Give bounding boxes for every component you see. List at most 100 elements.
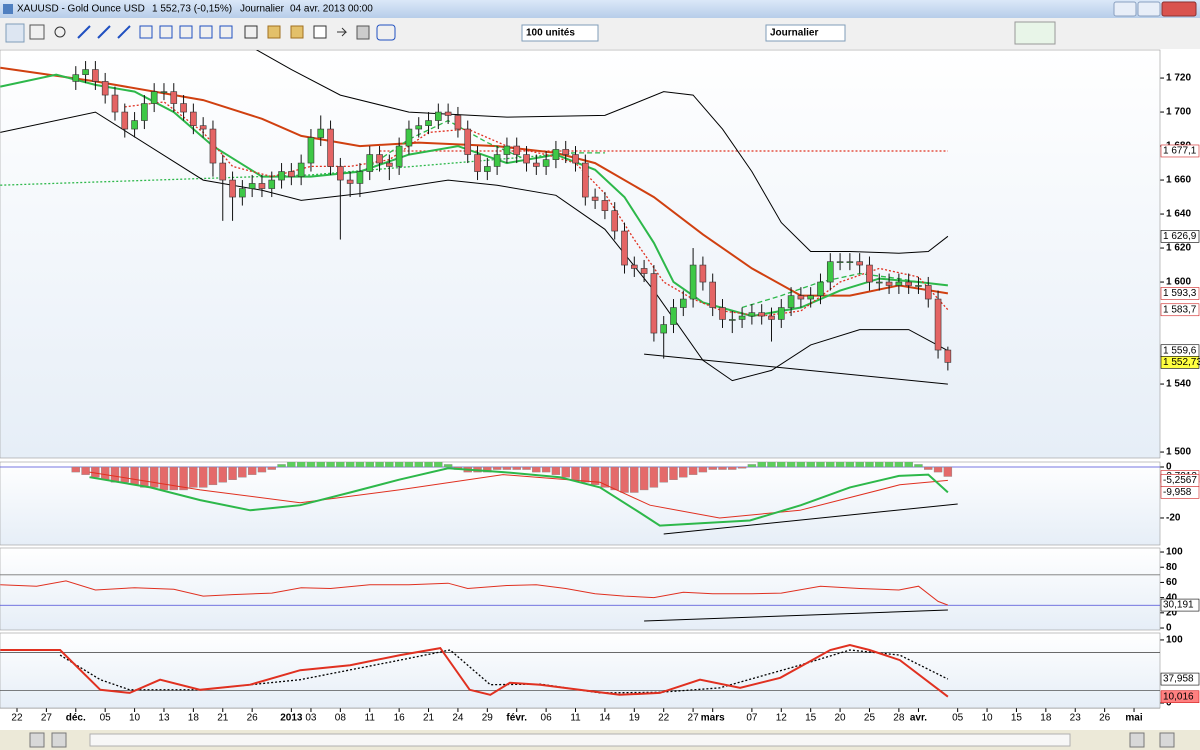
histogram-bar [512,466,521,470]
candle-body [562,149,570,155]
chart-style[interactable] [1014,21,1056,45]
timeframe-dropdown[interactable] [765,24,846,42]
window-period: Journalier [240,4,285,15]
value-label: 1 677,1 [1163,146,1197,157]
histogram-bar [140,466,149,488]
candle-body [758,312,765,317]
tool-arrow[interactable] [337,27,348,37]
tool-channel[interactable] [117,25,131,39]
tool-ray[interactable] [97,25,111,39]
histogram-bar [492,466,502,470]
x-tick-label: 26 [1099,713,1111,724]
tool-brush[interactable] [290,25,304,39]
series-line [0,643,949,698]
x-tick-label: 2013 [280,713,303,724]
tool-hammer[interactable] [244,25,258,39]
candle-body [621,230,628,266]
y-tick-label: 1 720 [1166,73,1191,84]
tool-pitch[interactable] [219,25,233,39]
series-line [644,353,948,385]
tool-fib[interactable] [159,25,173,39]
candle-body [611,210,619,232]
candle-body [895,281,903,286]
tool-line[interactable] [77,25,91,39]
tool-rect[interactable] [139,25,153,39]
close[interactable] [1161,1,1197,17]
series-line [255,50,949,254]
candle-body [640,268,648,274]
histogram-bar [649,466,659,488]
histogram-bar [81,466,90,475]
histogram-bar [904,462,913,468]
histogram-bar [316,462,325,468]
scrollbar[interactable] [89,733,1071,747]
candle-body [160,91,168,93]
x-tick-label: 25 [864,713,876,724]
x-tick-label: 08 [335,713,347,724]
x-tick-label: 18 [1040,713,1052,724]
candle-body [170,91,178,104]
y-tick-label: 1 540 [1166,379,1191,390]
candle-body [415,125,423,130]
histogram-bar [404,462,414,468]
tool-pointer[interactable] [5,23,25,43]
y-tick-label: 100 [1166,635,1183,646]
x-tick-label: 11 [365,713,376,724]
units-dropdown[interactable] [521,24,599,42]
y-tick-label: 20 [1166,607,1178,618]
histogram-bar [845,462,855,468]
histogram-bar [610,466,619,491]
status-icon[interactable] [51,732,67,748]
toolbar-icons[interactable] [5,21,1056,45]
histogram-bar [943,466,953,477]
x-tick-label: 14 [599,713,611,724]
histogram-bar [786,462,796,468]
status-icon[interactable] [1159,732,1175,748]
status-icon[interactable] [29,732,45,748]
status-icon[interactable] [1129,732,1145,748]
histogram-bar [149,466,159,488]
histogram-bar [747,464,757,468]
tool-text[interactable] [313,25,327,39]
candle-body [523,154,530,164]
candle-body [709,281,716,308]
candle-body [679,298,687,308]
histogram-bar [532,466,541,473]
histogram-bar [933,466,943,473]
value-label: 30,191 [1163,600,1194,611]
series-line [644,609,948,622]
candle-body [190,111,197,126]
histogram-bar [326,462,335,468]
candle-body [268,179,276,189]
window-buttons[interactable] [1113,1,1197,17]
value-label-box [1160,486,1200,499]
tool-zoom[interactable] [54,26,66,38]
tool-fan[interactable] [179,25,193,39]
minimize[interactable] [1113,1,1137,17]
x-tick-label: 10 [981,713,993,724]
x-tick-label: 22 [658,713,670,724]
tool-delete[interactable] [356,25,370,40]
candle-body [591,196,599,201]
tool-pen[interactable] [267,25,281,39]
candle-body [141,103,148,121]
tool-select[interactable] [376,24,396,41]
histogram-bar [228,466,237,480]
x-tick-label: 27 [41,713,53,724]
value-label: 1 626,9 [1163,231,1197,242]
tool-gann[interactable] [199,25,213,39]
maximize[interactable] [1137,1,1161,17]
histogram-bar [443,464,453,468]
candle-body [288,171,295,177]
panel [0,50,952,385]
x-tick-label: 20 [835,713,847,724]
candle-body [199,125,207,130]
candle-body [738,315,746,320]
x-tick-label: 22 [11,713,23,724]
x-tick-label: 15 [1011,713,1023,724]
histogram-bar [365,462,374,468]
tool-cross[interactable] [29,24,45,40]
value-label: 1 583,7 [1163,304,1197,315]
histogram-bar [277,464,286,468]
candle-body [366,154,374,172]
